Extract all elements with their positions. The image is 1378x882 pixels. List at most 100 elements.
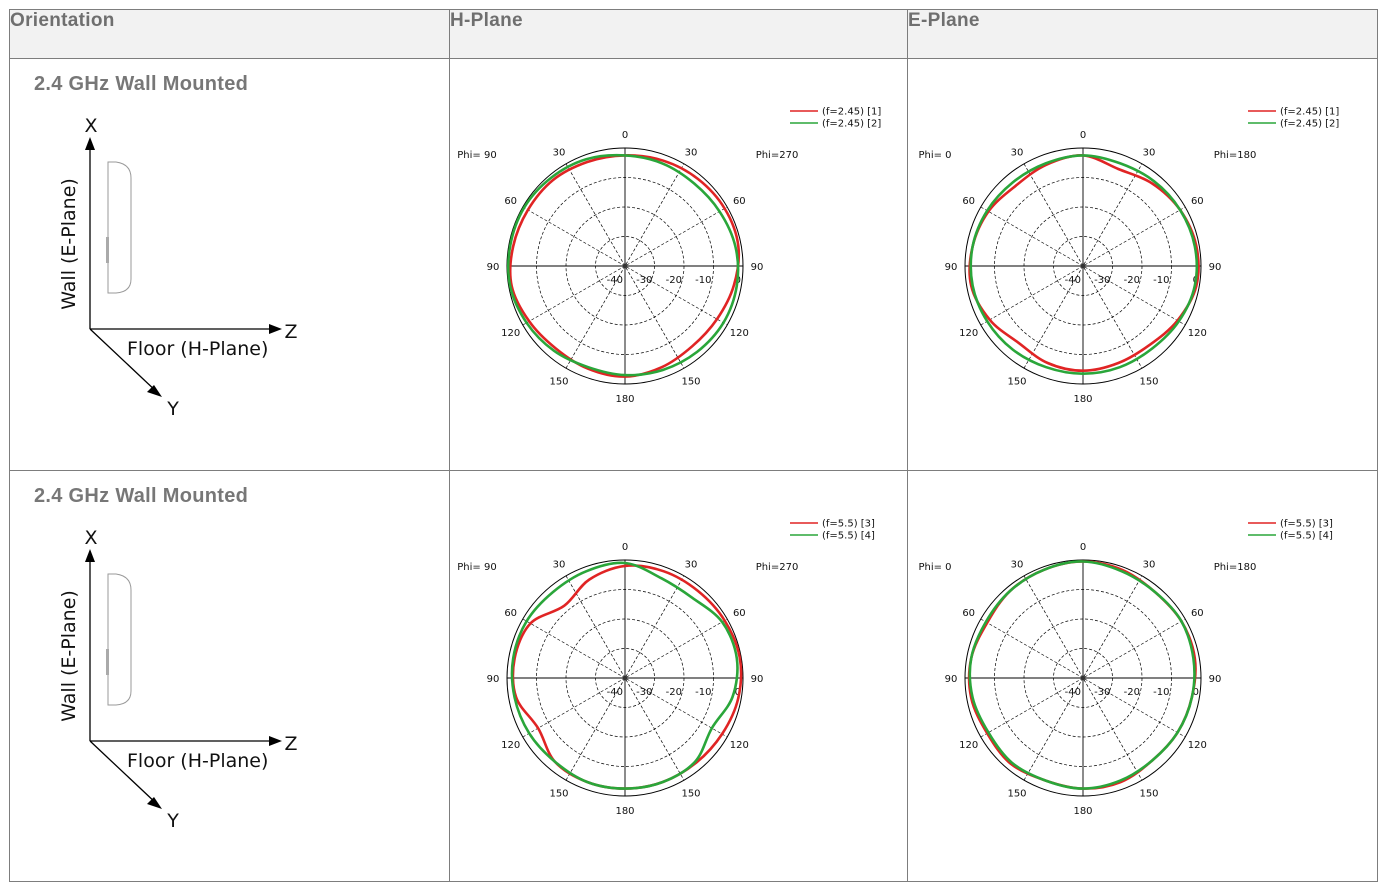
angle-tick-label: 150 (1139, 376, 1158, 387)
orientation-cell: 2.4 GHz Wall Mounted X Z Y Wall (E-Plane) Fl… (9, 470, 450, 882)
h-plane-cell: 0 30 60 90 120 150 180 150 120 90 60 30 -40 -30 -20 -10… (449, 470, 908, 882)
center-dot (622, 263, 628, 269)
radial-tick-label: -30 (636, 687, 652, 698)
wall-e-plane-label: Wall (E-Plane) (58, 590, 80, 722)
grid-spoke (1023, 163, 1143, 369)
angle-tick-label: 120 (959, 740, 978, 751)
radial-tick-label: -10 (695, 275, 711, 286)
radial-tick-label: -40 (607, 687, 623, 698)
radial-tick-label: -10 (1153, 275, 1169, 286)
radial-tick-label: -20 (1124, 275, 1140, 286)
angle-tick-label: 30 (685, 560, 698, 571)
phi-left-label: Phi= 0 (918, 562, 951, 573)
grid-spoke (565, 163, 685, 369)
floor-h-plane-label: Floor (H-Plane) (127, 750, 268, 772)
legend-entry: (f=2.45) [1] (1280, 107, 1339, 118)
angle-tick-label: 30 (553, 148, 566, 159)
header-row: Orientation H-Plane E-Plane (9, 9, 1378, 59)
angle-tick-label: 120 (1188, 328, 1207, 339)
radial-tick-label: -20 (666, 687, 682, 698)
radial-tick-label: -20 (666, 275, 682, 286)
angle-tick-label: 60 (1191, 196, 1204, 207)
grid-spoke (1023, 575, 1143, 781)
legend-entry: (f=5.5) [3] (822, 519, 875, 530)
orientation-title: 2.4 GHz Wall Mounted (34, 485, 249, 507)
phi-right-label: Phi=180 (1214, 150, 1257, 161)
phi-left-label: Phi= 90 (457, 150, 496, 161)
wall-e-plane-label: Wall (E-Plane) (58, 178, 80, 310)
series-line (969, 154, 1199, 375)
polar-grid (964, 559, 1202, 797)
center-dot (1080, 263, 1086, 269)
radial-tick-label: -10 (695, 687, 711, 698)
angle-tick-label: 60 (733, 196, 746, 207)
legend-entry: (f=2.45) [2] (1280, 119, 1339, 130)
axes (89, 147, 272, 394)
radial-tick-label: 0 (735, 687, 741, 698)
h-plane-polar-chart: 0 30 60 90 120 150 180 150 120 90 60 30 -40 -30 -20 -10… (457, 519, 875, 818)
phi-right-label: Phi=270 (756, 150, 799, 161)
x-axis-label: X (84, 527, 97, 549)
angle-tick-label: 90 (487, 674, 500, 685)
radial-tick-label: -30 (1094, 275, 1110, 286)
angle-tick-label: 0 (622, 542, 628, 553)
y-axis-label: Y (166, 398, 179, 420)
angle-tick-label: 90 (1209, 262, 1222, 273)
angle-tick-label: 60 (962, 608, 975, 619)
angle-tick-label: 150 (681, 788, 700, 799)
radial-tick-label: -40 (1065, 275, 1081, 286)
series-line (968, 560, 1196, 790)
phi-right-label: Phi=270 (756, 562, 799, 573)
angle-tick-label: 120 (1188, 740, 1207, 751)
angle-tick-label: 180 (1073, 806, 1092, 817)
y-arrow-icon (147, 797, 162, 809)
z-axis-label: Z (284, 733, 297, 755)
phi-right-label: Phi=180 (1214, 562, 1257, 573)
center-dot (622, 675, 628, 681)
radial-tick-label: 0 (1193, 687, 1199, 698)
grid-spoke (565, 575, 685, 781)
radial-tick-label: -40 (1065, 687, 1081, 698)
radial-tick-label: -20 (1124, 687, 1140, 698)
angle-tick-label: 0 (1080, 130, 1086, 141)
z-axis-label: Z (284, 321, 297, 343)
orientation-title: 2.4 GHz Wall Mounted (34, 73, 249, 95)
angle-tick-label: 30 (1011, 560, 1024, 571)
e-plane-polar-chart: 0 30 60 90 120 150 180 150 120 90 60 30 -40 -30 -20 -10… (918, 107, 1339, 406)
radial-tick-label: -30 (636, 275, 652, 286)
angle-tick-label: 60 (962, 196, 975, 207)
device-port (106, 649, 109, 675)
z-arrow-icon (269, 324, 282, 334)
header-h-plane: H-Plane (449, 9, 908, 59)
angle-tick-label: 60 (1191, 608, 1204, 619)
angle-tick-label: 180 (615, 806, 634, 817)
angle-tick-label: 90 (751, 674, 764, 685)
y-axis-line (89, 740, 159, 806)
center-dot (1080, 675, 1086, 681)
access-point-device (107, 161, 132, 294)
e-plane-cell: 0 30 60 90 120 150 180 150 120 90 60 30 -40 -30 -20 -10… (907, 470, 1378, 882)
table-row: 2.4 GHz Wall Mounted X Z Y Wall (E-Plane) Fl… (9, 58, 1378, 471)
series-line (510, 561, 739, 790)
orientation-cell: 2.4 GHz Wall Mounted X Z Y Wall (E-Plane) Fl… (9, 58, 450, 471)
angle-tick-label: 60 (733, 608, 746, 619)
z-arrow-icon (269, 736, 282, 746)
angle-tick-label: 150 (1007, 376, 1026, 387)
angle-tick-label: 120 (730, 328, 749, 339)
angle-tick-label: 30 (685, 148, 698, 159)
radial-tick-label: -10 (1153, 687, 1169, 698)
legend-entry: (f=2.45) [2] (822, 119, 881, 130)
legend-entry: (f=2.45) [1] (822, 107, 881, 118)
y-axis-line (89, 328, 159, 394)
antenna-pattern-table: Orientation H-Plane E-Plane 2.4 GHz Wall… (9, 9, 1378, 882)
angle-tick-label: 60 (504, 608, 517, 619)
angle-tick-label: 30 (1143, 560, 1156, 571)
angle-tick-label: 0 (622, 130, 628, 141)
axes (89, 559, 272, 806)
angle-tick-label: 120 (730, 740, 749, 751)
legend-entry: (f=5.5) [3] (1280, 519, 1333, 530)
angle-tick-label: 120 (501, 328, 520, 339)
floor-h-plane-label: Floor (H-Plane) (127, 338, 268, 360)
angle-tick-label: 120 (501, 740, 520, 751)
angle-tick-label: 90 (751, 262, 764, 273)
